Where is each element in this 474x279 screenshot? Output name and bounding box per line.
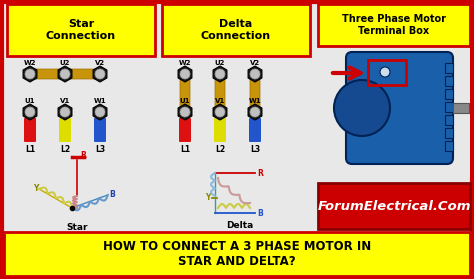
Polygon shape <box>93 104 107 120</box>
Text: U2: U2 <box>60 60 70 66</box>
Text: Y: Y <box>205 194 210 203</box>
Polygon shape <box>213 66 227 82</box>
Text: L3: L3 <box>95 145 105 153</box>
Text: W1: W1 <box>249 98 261 104</box>
Text: Delta
Connection: Delta Connection <box>201 19 271 41</box>
Text: L2: L2 <box>215 145 225 153</box>
Circle shape <box>215 107 225 117</box>
Polygon shape <box>23 104 37 120</box>
Text: L1: L1 <box>25 145 35 153</box>
Text: U1: U1 <box>25 98 35 104</box>
Text: ForumElectrical.Com: ForumElectrical.Com <box>317 199 471 213</box>
Text: Star
Connection: Star Connection <box>46 19 116 41</box>
FancyBboxPatch shape <box>94 118 106 142</box>
Text: U2: U2 <box>215 60 225 66</box>
Bar <box>445 115 453 125</box>
FancyBboxPatch shape <box>2 2 472 277</box>
Circle shape <box>250 69 260 79</box>
Text: B: B <box>109 190 116 199</box>
Circle shape <box>95 107 105 117</box>
Text: R: R <box>257 169 263 177</box>
Text: HOW TO CONNECT A 3 PHASE MOTOR IN
STAR AND DELTA?: HOW TO CONNECT A 3 PHASE MOTOR IN STAR A… <box>103 240 371 268</box>
Bar <box>445 102 453 112</box>
Text: L2: L2 <box>60 145 70 153</box>
Text: Star: Star <box>66 223 88 232</box>
FancyBboxPatch shape <box>250 73 260 113</box>
Circle shape <box>180 107 190 117</box>
Text: Y: Y <box>33 184 38 193</box>
Bar <box>453 103 469 113</box>
Polygon shape <box>178 104 192 120</box>
Circle shape <box>180 69 190 79</box>
Bar <box>445 76 453 86</box>
FancyBboxPatch shape <box>7 4 155 56</box>
Text: W1: W1 <box>94 98 106 104</box>
Circle shape <box>215 69 225 79</box>
FancyBboxPatch shape <box>179 118 191 142</box>
Polygon shape <box>93 66 107 82</box>
Circle shape <box>25 69 35 79</box>
FancyBboxPatch shape <box>180 73 190 113</box>
Polygon shape <box>23 66 37 82</box>
FancyBboxPatch shape <box>318 183 470 229</box>
Circle shape <box>60 69 70 79</box>
Text: W2: W2 <box>24 60 36 66</box>
FancyBboxPatch shape <box>249 118 261 142</box>
Text: Delta: Delta <box>227 221 254 230</box>
FancyBboxPatch shape <box>162 4 310 56</box>
Circle shape <box>25 107 35 117</box>
Polygon shape <box>58 66 72 82</box>
FancyBboxPatch shape <box>318 4 470 46</box>
FancyBboxPatch shape <box>215 73 225 113</box>
Polygon shape <box>213 104 227 120</box>
Polygon shape <box>178 66 192 82</box>
Text: V2: V2 <box>250 60 260 66</box>
FancyBboxPatch shape <box>4 232 470 276</box>
Bar <box>445 89 453 99</box>
Text: R: R <box>80 151 86 160</box>
Text: V1: V1 <box>215 98 225 104</box>
Text: V1: V1 <box>60 98 70 104</box>
Bar <box>445 63 453 73</box>
Text: U1: U1 <box>180 98 190 104</box>
FancyBboxPatch shape <box>346 52 453 164</box>
FancyBboxPatch shape <box>24 118 36 142</box>
Text: V2: V2 <box>95 60 105 66</box>
Text: Three Phase Motor
Terminal Box: Three Phase Motor Terminal Box <box>342 14 446 36</box>
Circle shape <box>334 80 390 136</box>
Bar <box>445 128 453 138</box>
Text: W2: W2 <box>179 60 191 66</box>
Circle shape <box>380 67 390 77</box>
Polygon shape <box>58 104 72 120</box>
FancyBboxPatch shape <box>318 48 470 178</box>
Text: L1: L1 <box>180 145 190 153</box>
Circle shape <box>250 107 260 117</box>
Polygon shape <box>248 104 262 120</box>
FancyBboxPatch shape <box>214 118 226 142</box>
Circle shape <box>60 107 70 117</box>
Polygon shape <box>248 66 262 82</box>
Text: L3: L3 <box>250 145 260 153</box>
Text: B: B <box>257 208 263 218</box>
FancyBboxPatch shape <box>29 69 101 79</box>
FancyBboxPatch shape <box>59 118 71 142</box>
Bar <box>368 60 406 85</box>
Circle shape <box>95 69 105 79</box>
Bar <box>445 141 453 151</box>
